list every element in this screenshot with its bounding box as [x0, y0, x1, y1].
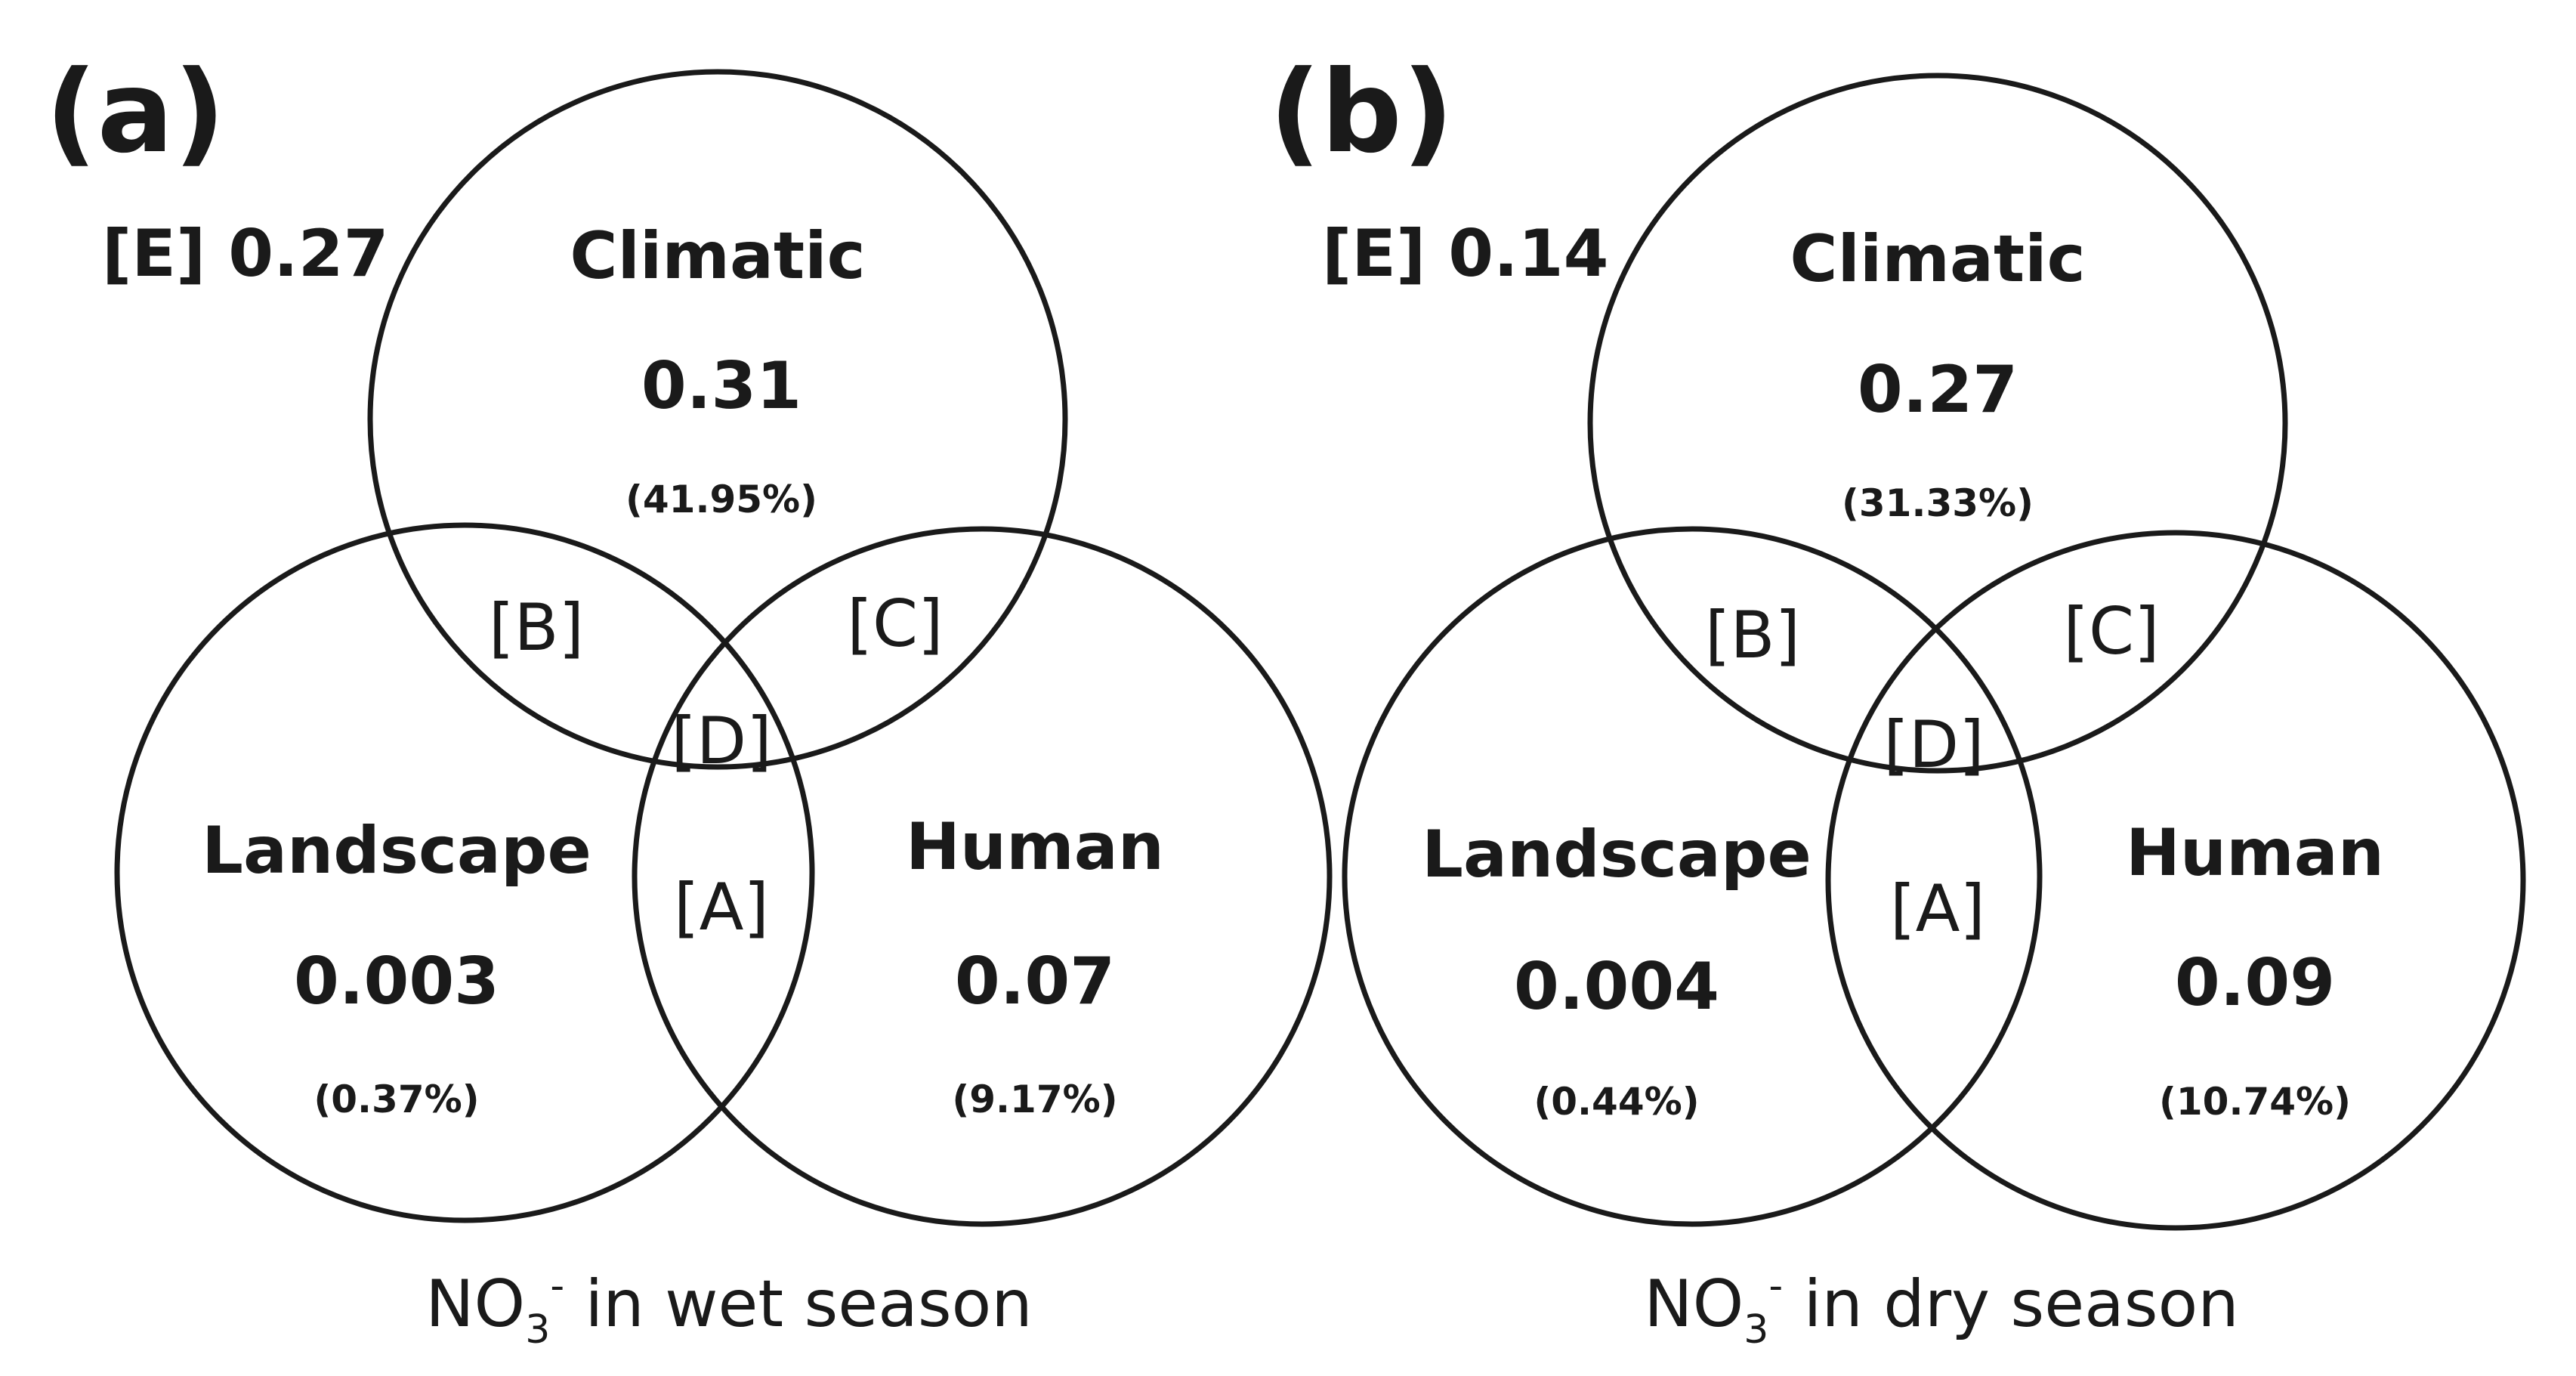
panel-b: (b) [E] 0.14 Climatic 0.27 (31.33%) Land… — [1269, 47, 2526, 1353]
panel-b-landscape-circle — [1342, 526, 2043, 1227]
panel-a-human-percent: (9.17%) — [952, 1078, 1117, 1121]
panel-b-climatic-percent: (31.33%) — [1842, 481, 2034, 525]
panel-b-caption-superscript: - — [1768, 1263, 1783, 1309]
panel-b-landscape-name: Landscape — [1422, 817, 1812, 892]
panel-b-human-name: Human — [2126, 815, 2384, 891]
panel-a-residual: [E] 0.27 — [102, 216, 388, 292]
panel-a-label: (a) — [45, 47, 225, 178]
panel-a-human-value: 0.07 — [955, 944, 1115, 1019]
panel-a-climatic-circle — [367, 69, 1068, 770]
panel-a-caption-ion: NO — [425, 1266, 525, 1342]
panel-a-landscape-value: 0.003 — [294, 944, 499, 1019]
panel-b-region-d: [D] — [1883, 707, 1984, 783]
panel-a-climatic-value: 0.31 — [641, 348, 802, 424]
panel-a-landscape-percent: (0.37%) — [314, 1078, 479, 1121]
panel-b-human-circle — [1825, 530, 2526, 1231]
panel-b-region-b: [B] — [1705, 598, 1800, 673]
panel-b-caption: NO3- in dry season — [1644, 1263, 2239, 1353]
panel-b-residual: [E] 0.14 — [1322, 216, 1608, 292]
panel-a-human-circle — [632, 526, 1333, 1227]
panel-b-landscape-percent: (0.44%) — [1534, 1080, 1699, 1124]
panel-a-caption-subscript: 3 — [525, 1307, 550, 1353]
panel-a: (a) [E] 0.27 Climatic 0.31 (41.95%) Land… — [45, 47, 1333, 1353]
panel-a-landscape-circle — [114, 522, 815, 1223]
panel-a-human-name: Human — [906, 809, 1164, 885]
panel-a-climatic-name: Climatic — [570, 218, 865, 294]
panel-a-caption: NO3- in wet season — [425, 1263, 1033, 1353]
panel-b-human-value: 0.09 — [2175, 945, 2335, 1021]
panel-a-region-c: [C] — [847, 586, 943, 662]
panel-b-caption-rest: in dry season — [1783, 1266, 2239, 1342]
panel-b-human-percent: (10.74%) — [2159, 1080, 2351, 1124]
panel-a-region-b: [B] — [489, 590, 584, 666]
panel-b-region-c: [C] — [2063, 594, 2159, 669]
panel-b-region-a: [A] — [1890, 871, 1985, 947]
panel-a-landscape-name: Landscape — [202, 813, 591, 889]
panel-b-caption-ion: NO — [1644, 1266, 1744, 1342]
panel-b-climatic-name: Climatic — [1790, 221, 2085, 297]
panel-a-caption-superscript: - — [550, 1263, 564, 1309]
panel-a-caption-rest: in wet season — [564, 1266, 1033, 1342]
panel-b-label: (b) — [1269, 47, 1453, 178]
panel-a-region-d: [D] — [671, 703, 771, 779]
panel-b-landscape-value: 0.004 — [1514, 949, 1719, 1025]
panel-b-climatic-value: 0.27 — [1858, 352, 2018, 428]
panel-b-climatic-circle — [1587, 73, 2288, 774]
panel-a-climatic-percent: (41.95%) — [625, 478, 817, 521]
panel-a-region-a: [A] — [674, 870, 769, 945]
panel-b-caption-subscript: 3 — [1744, 1307, 1768, 1353]
